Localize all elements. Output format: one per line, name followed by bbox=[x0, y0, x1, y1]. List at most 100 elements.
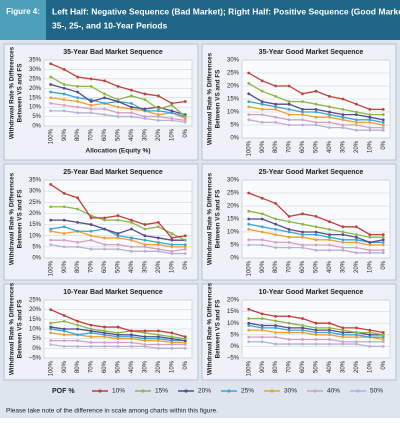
series-point bbox=[116, 325, 120, 329]
series-point bbox=[143, 337, 147, 341]
series-point bbox=[183, 234, 187, 238]
series-point bbox=[301, 113, 304, 116]
series-point bbox=[76, 196, 80, 200]
y-tick-label: 15% bbox=[227, 97, 240, 103]
legend-marker bbox=[141, 389, 145, 393]
series-point bbox=[328, 243, 331, 247]
series-point bbox=[381, 128, 385, 132]
x-tick-label: 0% bbox=[183, 360, 189, 369]
series-point bbox=[260, 340, 264, 344]
series-point bbox=[314, 331, 318, 334]
series-point bbox=[381, 121, 385, 124]
series-point bbox=[314, 326, 318, 330]
x-tick-label: 90% bbox=[260, 260, 266, 273]
series-point bbox=[103, 79, 106, 83]
x-tick-label: 80% bbox=[273, 260, 279, 273]
series-point bbox=[354, 251, 358, 255]
series-point bbox=[341, 333, 345, 337]
y-tick-label: 30% bbox=[29, 67, 42, 73]
series-point bbox=[116, 341, 120, 344]
series-point bbox=[247, 209, 251, 213]
series-point bbox=[103, 345, 106, 348]
y-tick-label: 0% bbox=[230, 136, 239, 142]
series-point bbox=[170, 238, 174, 242]
series-point bbox=[62, 225, 66, 229]
x-tick-label: 60% bbox=[102, 260, 108, 273]
figure-title: 35-, 25-, and 10-Year Periods bbox=[52, 20, 168, 30]
series-point bbox=[274, 241, 278, 244]
series-point bbox=[354, 342, 358, 346]
x-tick-label: 10% bbox=[169, 128, 175, 141]
series-point bbox=[368, 108, 372, 111]
series-point bbox=[103, 243, 106, 247]
series-point bbox=[287, 326, 291, 330]
series-point bbox=[116, 218, 120, 222]
series-point bbox=[76, 220, 80, 224]
series-point bbox=[368, 328, 372, 332]
series-point bbox=[183, 247, 187, 251]
series-point bbox=[301, 222, 304, 226]
series-point bbox=[183, 100, 187, 103]
series-point bbox=[260, 225, 264, 229]
series-point bbox=[260, 113, 264, 116]
series-point bbox=[116, 247, 120, 251]
series-point bbox=[287, 321, 291, 325]
series-point bbox=[247, 335, 251, 339]
y-tick-label: 20% bbox=[227, 298, 240, 304]
series-point bbox=[116, 105, 120, 109]
series-point bbox=[49, 331, 53, 335]
series-point bbox=[341, 340, 345, 344]
series-point bbox=[76, 241, 80, 244]
series-point bbox=[170, 236, 174, 240]
series-point bbox=[89, 323, 93, 327]
x-tick-label: 70% bbox=[287, 140, 293, 153]
x-tick-label: 80% bbox=[75, 360, 81, 373]
series-point bbox=[49, 83, 53, 86]
series-point bbox=[89, 216, 93, 220]
x-tick-label: 0% bbox=[381, 260, 387, 269]
series-point bbox=[247, 317, 251, 320]
series-point bbox=[341, 335, 345, 339]
series-point bbox=[354, 113, 358, 116]
series-point bbox=[103, 329, 106, 333]
series-point bbox=[260, 217, 264, 221]
series-point bbox=[76, 100, 80, 103]
series-point bbox=[287, 230, 291, 234]
series-point bbox=[260, 102, 264, 106]
series-point bbox=[354, 246, 358, 250]
series-point bbox=[274, 217, 278, 221]
series-point bbox=[287, 108, 291, 111]
series-point bbox=[368, 233, 372, 237]
series-point bbox=[89, 100, 93, 103]
series-point bbox=[89, 107, 93, 111]
series-point bbox=[76, 111, 80, 115]
x-tick-label: 90% bbox=[260, 140, 266, 153]
series-point bbox=[62, 339, 66, 342]
series-point bbox=[328, 105, 331, 109]
x-tick-label: 0% bbox=[381, 140, 387, 149]
series-point bbox=[130, 227, 133, 231]
series-point bbox=[341, 225, 345, 229]
series-point bbox=[183, 252, 187, 255]
series-point bbox=[116, 111, 120, 115]
series-point bbox=[341, 342, 345, 346]
series-point bbox=[76, 207, 80, 211]
series-point bbox=[143, 249, 147, 253]
series-point bbox=[130, 249, 133, 253]
series-point bbox=[328, 220, 331, 224]
series-point bbox=[341, 238, 345, 242]
series-point bbox=[247, 105, 251, 109]
series-point bbox=[260, 243, 264, 247]
series-point bbox=[301, 246, 304, 250]
series-point bbox=[156, 236, 160, 240]
series-point bbox=[354, 102, 358, 106]
legend-marker bbox=[98, 389, 102, 393]
series-point bbox=[301, 324, 304, 327]
series-point bbox=[354, 128, 358, 132]
series-point bbox=[170, 343, 174, 346]
series-point bbox=[183, 337, 187, 341]
y-tick-label: 10% bbox=[227, 230, 240, 236]
x-tick-label: 50% bbox=[116, 360, 122, 373]
series-point bbox=[301, 110, 304, 114]
series-point bbox=[301, 328, 304, 332]
